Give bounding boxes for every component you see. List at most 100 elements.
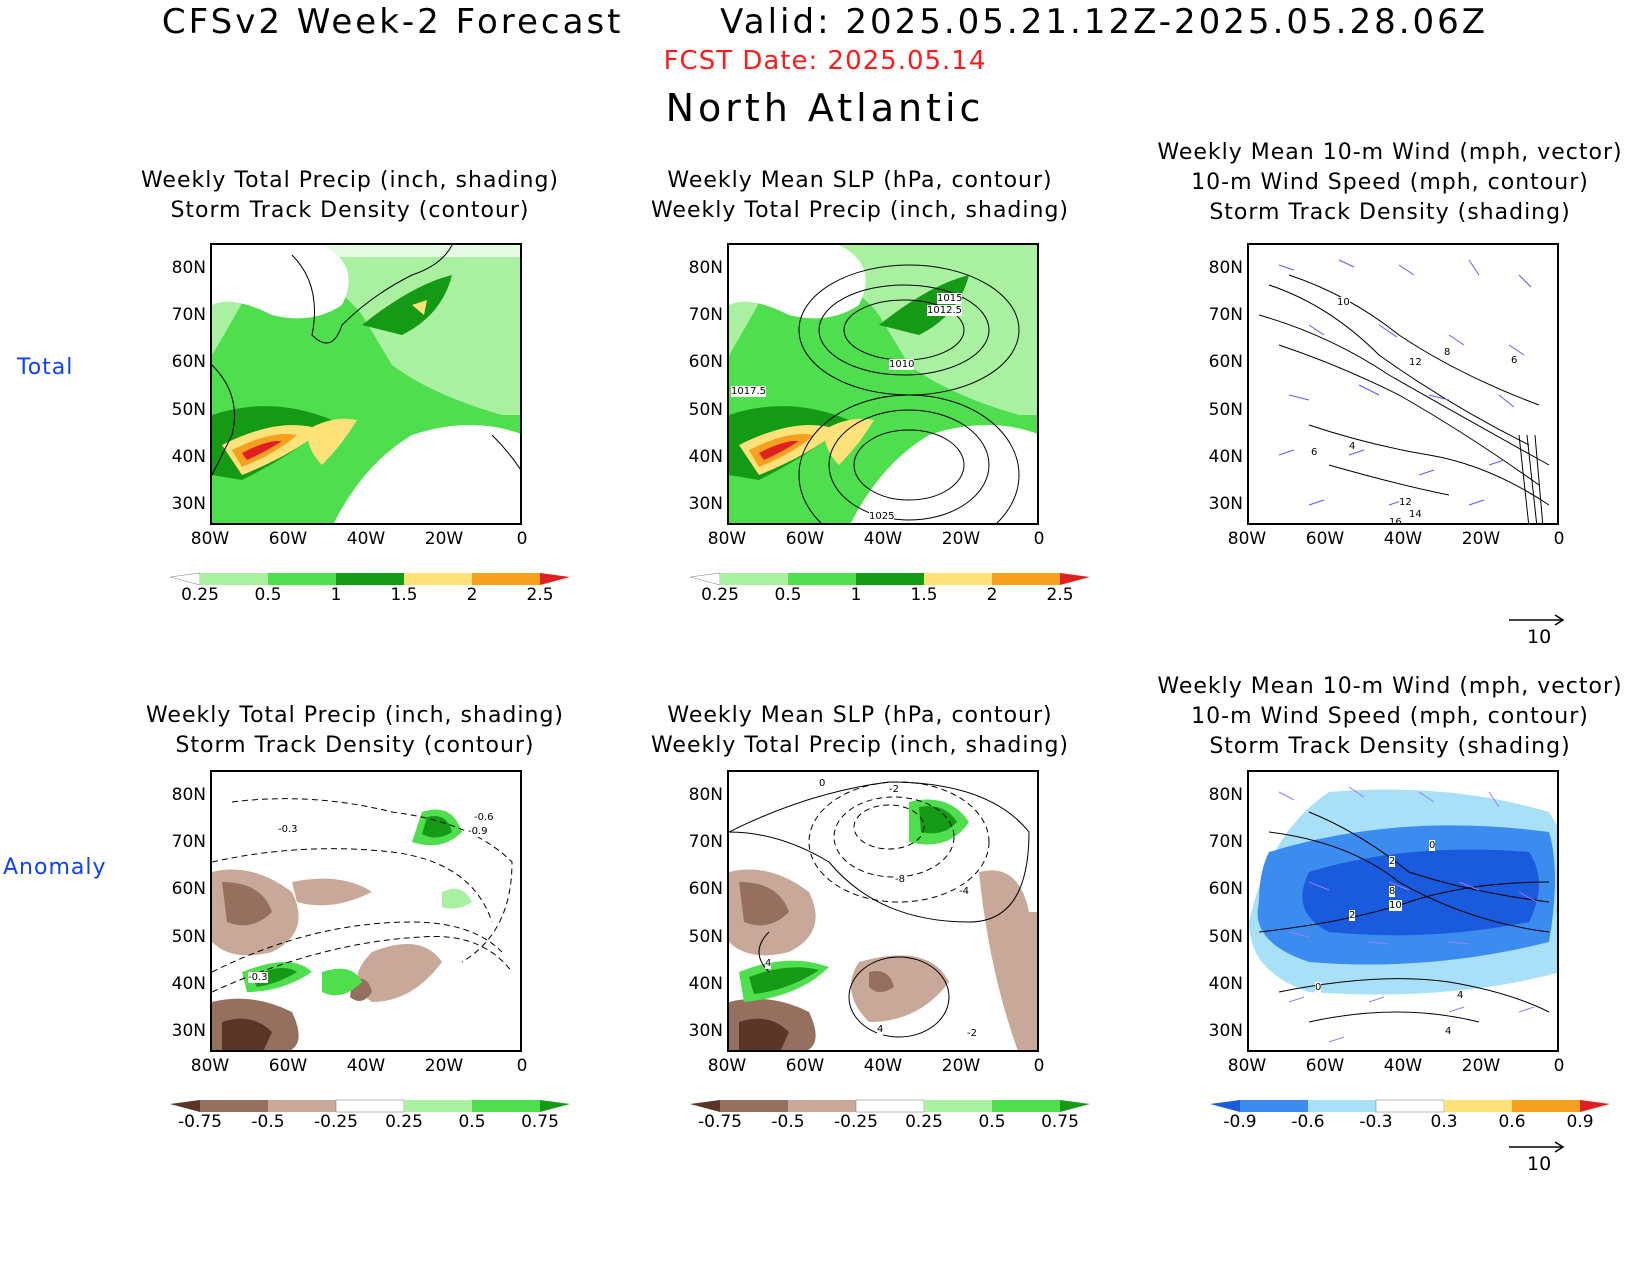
- colorbar-swatch: [1060, 1100, 1090, 1112]
- colorbar-swatch: [404, 573, 472, 585]
- lat-tick-label: 70N: [688, 305, 723, 325]
- colorbar-swatch: [1308, 1100, 1376, 1112]
- colorbar-swatches: [170, 1099, 570, 1113]
- lat-tick-label: 80N: [171, 785, 206, 805]
- lon-tick-label: 0: [1553, 1056, 1565, 1076]
- panel-total-wind-title: Weekly Mean 10-m Wind (mph, vector) 10-m…: [1150, 138, 1630, 228]
- map-anom-wind: 0 2 8 10 2 0 4 4: [1247, 770, 1559, 1052]
- lat-tick-label: 50N: [688, 400, 723, 420]
- colorbar-swatch: [992, 1100, 1060, 1112]
- colorbar-tick-label: 2: [986, 585, 998, 605]
- colorbar-swatch: [1210, 1100, 1240, 1112]
- panel-anom-wind-title: Weekly Mean 10-m Wind (mph, vector) 10-m…: [1150, 672, 1630, 762]
- colorbar-swatch: [1240, 1100, 1308, 1112]
- colorbar-anom-storm: [1210, 1098, 1610, 1116]
- colorbar-swatch: [690, 572, 721, 586]
- contour-label: 4: [1457, 990, 1464, 1001]
- contour-label: -0.9: [468, 826, 488, 837]
- contour-label: 6: [1511, 355, 1518, 366]
- panel-title-line: Weekly Total Precip (inch, shading): [145, 703, 565, 728]
- figure-title: CFSv2 Week-2 Forecast Valid: 2025.05.21.…: [161, 2, 1489, 42]
- wind-vectors: [1258, 259, 1550, 523]
- panel-anom-precip-title: Weekly Total Precip (inch, shading) Stor…: [125, 701, 585, 761]
- colorbar-tick-label: 0.5: [774, 585, 802, 605]
- contour-label: -0.3: [248, 972, 268, 983]
- lat-tick-label: 30N: [171, 1021, 206, 1041]
- contour-label: 10: [1337, 297, 1350, 308]
- contour-label: 4: [1445, 1026, 1452, 1037]
- colorbar-tick-label: 0.3: [1430, 1112, 1458, 1132]
- contour-label: 14: [1409, 509, 1422, 520]
- lon-tick-label: 40W: [346, 1056, 386, 1076]
- lon-tick-label: 20W: [424, 1056, 464, 1076]
- colorbar-tick-label: 2: [466, 585, 478, 605]
- contour-label: 2: [1349, 910, 1356, 921]
- lat-tick-label: 40N: [688, 974, 723, 994]
- lon-tick-label: 40W: [863, 1056, 903, 1076]
- contour-label: 8: [1444, 347, 1451, 358]
- lon-tick-label: 0: [1033, 1056, 1045, 1076]
- lat-tick-label: 60N: [688, 879, 723, 899]
- colorbar-swatch: [540, 573, 570, 585]
- lat-tick-label: 70N: [171, 832, 206, 852]
- region-title: North Atlantic: [665, 86, 985, 130]
- colorbar-anom-precip: [170, 1098, 570, 1116]
- contour-label: 0: [1315, 982, 1322, 993]
- lat-tick-label: 60N: [1208, 352, 1243, 372]
- colorbar-swatches: [1210, 1099, 1610, 1113]
- lon-tick-label: 60W: [785, 529, 825, 549]
- contour-label: 16: [1389, 517, 1402, 523]
- lon-tick-label: 60W: [268, 529, 308, 549]
- colorbar-swatch: [1060, 573, 1090, 585]
- colorbar-swatch: [1512, 1100, 1580, 1112]
- contour-label: 6: [1311, 447, 1318, 458]
- panel-total-slp-title: Weekly Mean SLP (hPa, contour) Weekly To…: [630, 166, 1090, 226]
- contour-label: -0.3: [278, 824, 298, 835]
- colorbar-tick-label: 0.25: [701, 585, 739, 605]
- lat-tick-label: 80N: [1208, 258, 1243, 278]
- contour-label: 1025: [869, 511, 895, 522]
- lat-tick-label: 80N: [1208, 785, 1243, 805]
- lat-tick-label: 40N: [171, 447, 206, 467]
- contour-label: 4: [1349, 441, 1356, 452]
- lon-tick-label: 20W: [1461, 529, 1501, 549]
- lon-tick-label: 40W: [1383, 529, 1423, 549]
- contour-label: -8: [895, 874, 905, 885]
- colorbar-swatches: [690, 1099, 1090, 1113]
- colorbar-tick-label: -0.9: [1223, 1112, 1257, 1132]
- colorbar-swatch: [200, 573, 268, 585]
- colorbar-tick-label: 0.6: [1498, 1112, 1526, 1132]
- anom-storm-shading: [1249, 786, 1557, 1043]
- colorbar-swatch: [788, 573, 856, 585]
- colorbar-swatches: [170, 572, 570, 586]
- contour-label: 12: [1409, 357, 1422, 368]
- colorbar-tick-label: 1.5: [910, 585, 938, 605]
- forecast-date: FCST Date: 2025.05.14: [663, 46, 987, 76]
- lon-tick-label: 80W: [1227, 529, 1267, 549]
- panel-title-line: Weekly Mean SLP (hPa, contour): [667, 168, 1053, 193]
- lon-tick-label: 80W: [190, 1056, 230, 1076]
- lat-tick-label: 80N: [688, 258, 723, 278]
- lat-tick-label: 30N: [171, 494, 206, 514]
- contour-label: 8: [1389, 886, 1396, 897]
- contour-label: 1015: [937, 293, 963, 304]
- colorbar-swatch: [720, 573, 788, 585]
- contour-label: 12: [1399, 497, 1412, 508]
- lat-tick-label: 30N: [1208, 494, 1243, 514]
- lon-tick-label: 40W: [346, 529, 386, 549]
- colorbar-swatch: [268, 573, 336, 585]
- panel-title-line: Storm Track Density (contour): [170, 198, 530, 223]
- lat-tick-label: 60N: [171, 879, 206, 899]
- colorbar-tick-label: -0.6: [1291, 1112, 1325, 1132]
- panel-title-line: 10-m Wind Speed (mph, contour): [1191, 170, 1589, 195]
- lon-tick-label: 0: [516, 1056, 528, 1076]
- colorbar-tick-label: 0.25: [181, 585, 219, 605]
- colorbar-swatch: [472, 1100, 540, 1112]
- lon-tick-label: 80W: [707, 529, 747, 549]
- lon-tick-label: 20W: [1461, 1056, 1501, 1076]
- colorbar-swatch: [200, 1100, 268, 1112]
- lat-tick-label: 70N: [171, 305, 206, 325]
- reference-arrow-icon: [1509, 1141, 1565, 1153]
- contour-label: 2: [1389, 856, 1396, 867]
- colorbar-tick-label: -0.25: [314, 1112, 358, 1132]
